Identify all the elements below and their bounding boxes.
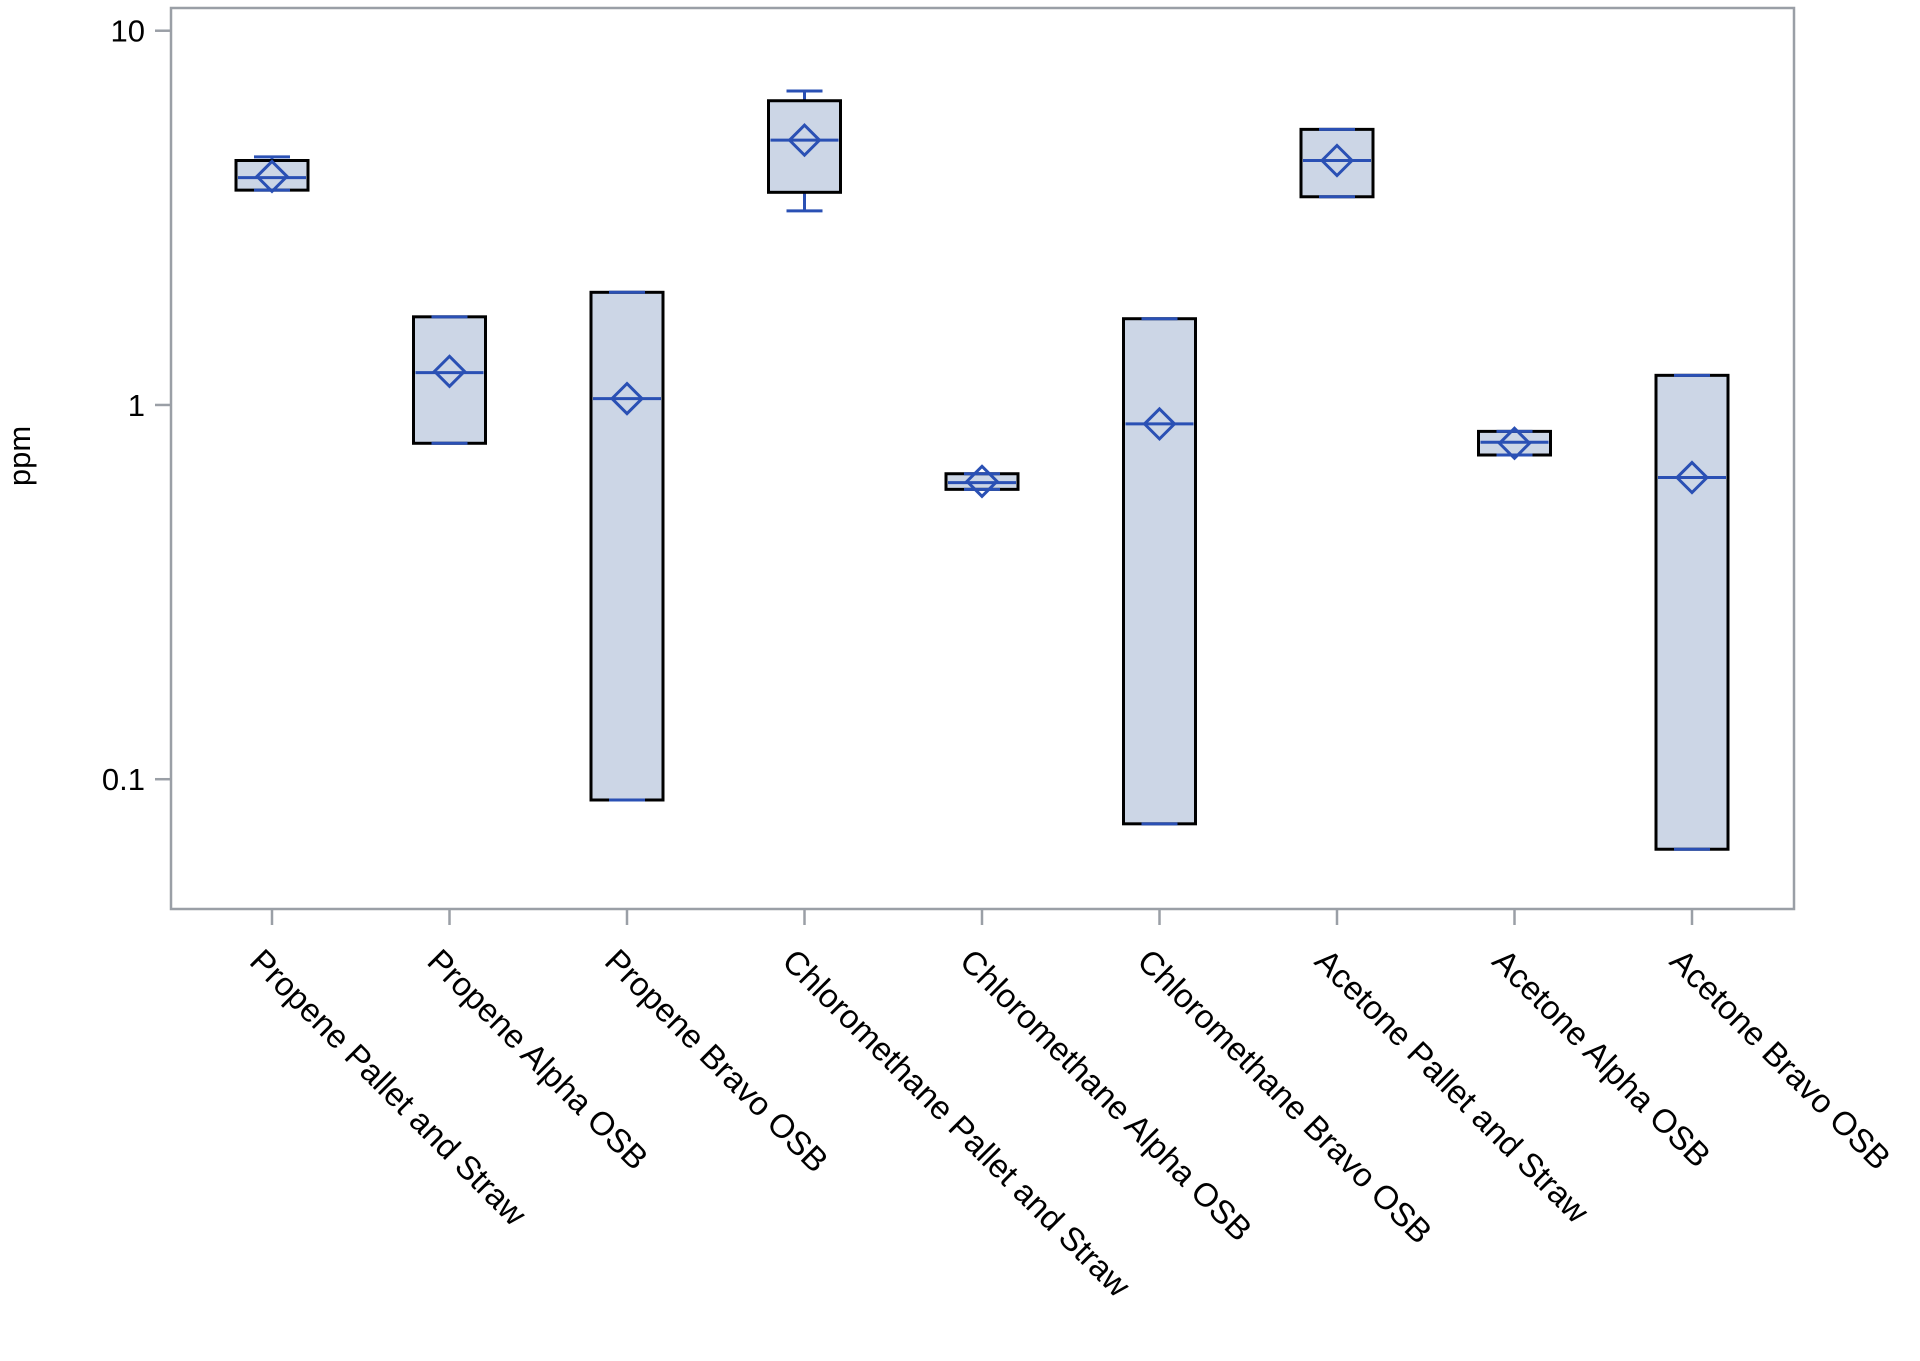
box-group	[234, 155, 310, 194]
x-category-label: Chloromethane Alpha OSB	[953, 942, 1259, 1248]
y-tick-label: 1	[128, 388, 145, 423]
box-body	[767, 99, 842, 194]
box-group	[589, 290, 665, 802]
box-body	[589, 290, 665, 802]
y-tick-label: 0.1	[102, 762, 145, 797]
box-body	[412, 315, 487, 445]
mean-marker	[609, 381, 645, 416]
x-category-label: Chloromethane Pallet and Straw	[776, 942, 1138, 1304]
y-axis-label: ppm	[2, 426, 37, 486]
y-axis: 10 1 0.1	[102, 14, 171, 797]
mean-marker	[1142, 406, 1177, 442]
mean-marker	[254, 159, 290, 194]
box-body	[234, 159, 310, 192]
box-group	[1122, 317, 1197, 826]
box-group	[767, 89, 842, 213]
box-body	[1654, 373, 1730, 851]
plot-area	[169, 6, 1796, 911]
box-group	[944, 464, 1020, 499]
box-body	[1299, 127, 1375, 199]
y-tick-label: 10	[111, 14, 145, 49]
box-group	[1477, 426, 1552, 461]
mean-marker	[964, 464, 1000, 499]
box-group	[1654, 373, 1730, 851]
box-series	[234, 89, 1730, 851]
mean-marker	[1674, 460, 1710, 495]
mean-marker	[1319, 143, 1355, 178]
box-group	[412, 315, 487, 445]
box-group	[1299, 127, 1375, 199]
box-body	[1122, 317, 1197, 826]
mean-marker	[1497, 426, 1532, 461]
x-category-label: Chloromethane Bravo OSB	[1131, 942, 1440, 1251]
mean-marker	[432, 354, 467, 389]
mean-marker	[787, 123, 822, 158]
